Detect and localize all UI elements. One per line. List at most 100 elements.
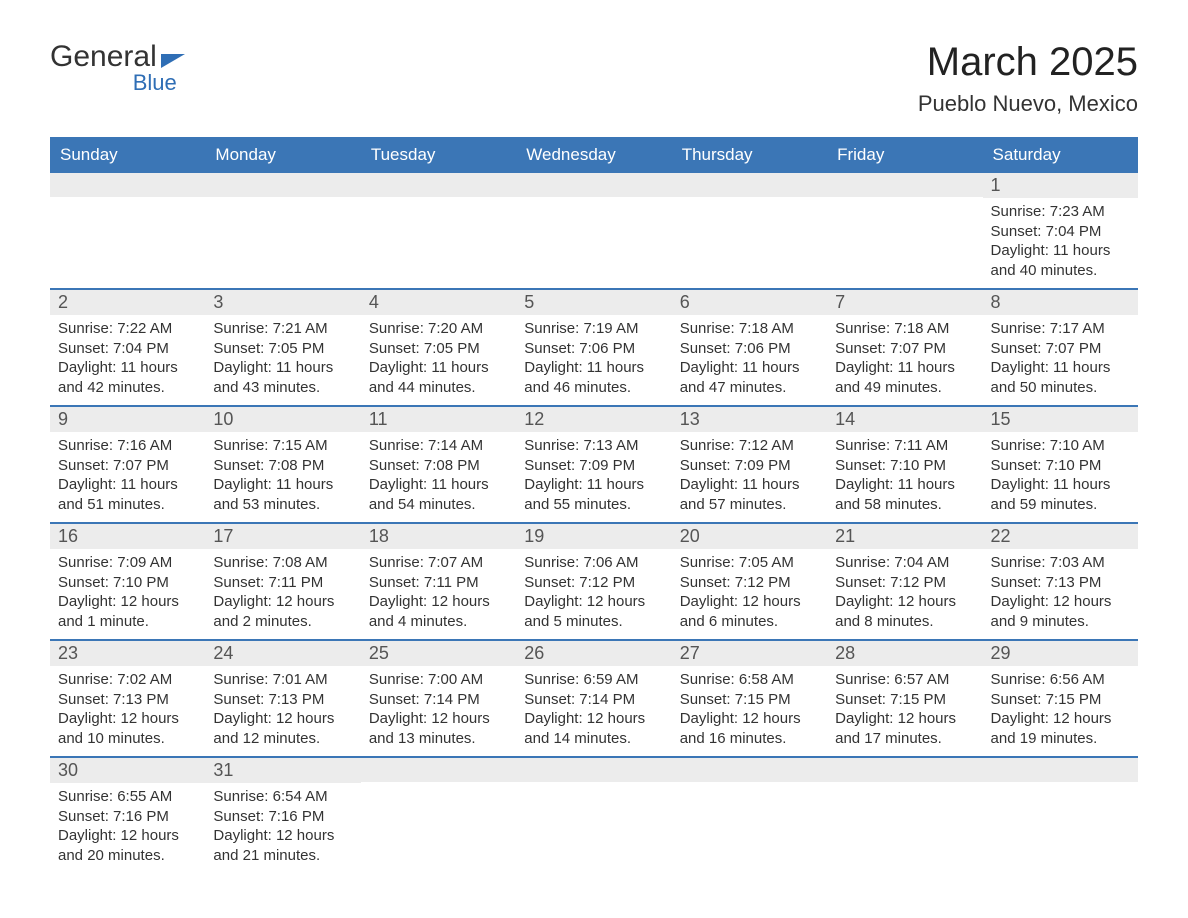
day-number: 19 [516,524,671,549]
day-details: Sunrise: 7:19 AMSunset: 7:06 PMDaylight:… [516,315,671,405]
sunrise-text: Sunrise: 7:11 AM [835,436,974,456]
calendar-day-cell [516,173,671,289]
day-number: 4 [361,290,516,315]
day-details: Sunrise: 7:13 AMSunset: 7:09 PMDaylight:… [516,432,671,522]
title-block: March 2025 Pueblo Nuevo, Mexico [918,40,1138,117]
day-details: Sunrise: 7:06 AMSunset: 7:12 PMDaylight:… [516,549,671,639]
day-number: 22 [983,524,1138,549]
month-title: March 2025 [918,40,1138,85]
sunrise-text: Sunrise: 6:58 AM [680,670,819,690]
day-number: 11 [361,407,516,432]
day-details: Sunrise: 7:15 AMSunset: 7:08 PMDaylight:… [205,432,360,522]
sunrise-text: Sunrise: 7:09 AM [58,553,197,573]
sunset-text: Sunset: 7:08 PM [369,456,508,476]
daylight-text: Daylight: 12 hours and 14 minutes. [524,709,663,748]
day-header: Friday [827,137,982,173]
sunset-text: Sunset: 7:13 PM [58,690,197,710]
day-details: Sunrise: 7:18 AMSunset: 7:06 PMDaylight:… [672,315,827,405]
day-number [516,758,671,782]
calendar-week-row: 1Sunrise: 7:23 AMSunset: 7:04 PMDaylight… [50,173,1138,289]
calendar-header-row: SundayMondayTuesdayWednesdayThursdayFrid… [50,137,1138,173]
calendar-week-row: 30Sunrise: 6:55 AMSunset: 7:16 PMDayligh… [50,757,1138,873]
sunrise-text: Sunrise: 7:14 AM [369,436,508,456]
daylight-text: Daylight: 12 hours and 19 minutes. [991,709,1130,748]
sunrise-text: Sunrise: 7:17 AM [991,319,1130,339]
sunrise-text: Sunrise: 7:18 AM [835,319,974,339]
daylight-text: Daylight: 11 hours and 51 minutes. [58,475,197,514]
sunset-text: Sunset: 7:14 PM [369,690,508,710]
daylight-text: Daylight: 11 hours and 49 minutes. [835,358,974,397]
calendar-day-cell: 22Sunrise: 7:03 AMSunset: 7:13 PMDayligh… [983,523,1138,640]
sunrise-text: Sunrise: 7:13 AM [524,436,663,456]
day-number [827,758,982,782]
sunrise-text: Sunrise: 7:12 AM [680,436,819,456]
day-details: Sunrise: 6:59 AMSunset: 7:14 PMDaylight:… [516,666,671,756]
day-number [827,173,982,197]
daylight-text: Daylight: 12 hours and 9 minutes. [991,592,1130,631]
day-number [361,173,516,197]
sunset-text: Sunset: 7:05 PM [369,339,508,359]
daylight-text: Daylight: 11 hours and 42 minutes. [58,358,197,397]
calendar-day-cell: 3Sunrise: 7:21 AMSunset: 7:05 PMDaylight… [205,289,360,406]
day-header: Saturday [983,137,1138,173]
day-details: Sunrise: 7:22 AMSunset: 7:04 PMDaylight:… [50,315,205,405]
day-number [672,173,827,197]
sunset-text: Sunset: 7:10 PM [58,573,197,593]
sunrise-text: Sunrise: 7:00 AM [369,670,508,690]
calendar-week-row: 9Sunrise: 7:16 AMSunset: 7:07 PMDaylight… [50,406,1138,523]
day-number: 9 [50,407,205,432]
day-header: Monday [205,137,360,173]
calendar-day-cell: 4Sunrise: 7:20 AMSunset: 7:05 PMDaylight… [361,289,516,406]
sunrise-text: Sunrise: 7:23 AM [991,202,1130,222]
sunrise-text: Sunrise: 7:21 AM [213,319,352,339]
day-details: Sunrise: 7:04 AMSunset: 7:12 PMDaylight:… [827,549,982,639]
sunrise-text: Sunrise: 6:59 AM [524,670,663,690]
daylight-text: Daylight: 11 hours and 53 minutes. [213,475,352,514]
daylight-text: Daylight: 11 hours and 55 minutes. [524,475,663,514]
daylight-text: Daylight: 12 hours and 17 minutes. [835,709,974,748]
daylight-text: Daylight: 11 hours and 50 minutes. [991,358,1130,397]
sunrise-text: Sunrise: 7:08 AM [213,553,352,573]
day-details: Sunrise: 7:23 AMSunset: 7:04 PMDaylight:… [983,198,1138,288]
calendar-day-cell: 18Sunrise: 7:07 AMSunset: 7:11 PMDayligh… [361,523,516,640]
calendar-day-cell: 15Sunrise: 7:10 AMSunset: 7:10 PMDayligh… [983,406,1138,523]
day-header: Wednesday [516,137,671,173]
day-number: 8 [983,290,1138,315]
day-header: Sunday [50,137,205,173]
calendar-day-cell: 7Sunrise: 7:18 AMSunset: 7:07 PMDaylight… [827,289,982,406]
sunset-text: Sunset: 7:10 PM [835,456,974,476]
sunset-text: Sunset: 7:04 PM [58,339,197,359]
day-details: Sunrise: 7:02 AMSunset: 7:13 PMDaylight:… [50,666,205,756]
sunrise-text: Sunrise: 7:10 AM [991,436,1130,456]
day-number [983,758,1138,782]
day-header: Tuesday [361,137,516,173]
day-details: Sunrise: 6:58 AMSunset: 7:15 PMDaylight:… [672,666,827,756]
sunrise-text: Sunrise: 7:20 AM [369,319,508,339]
sunset-text: Sunset: 7:12 PM [680,573,819,593]
day-header: Thursday [672,137,827,173]
sunrise-text: Sunrise: 7:07 AM [369,553,508,573]
calendar-day-cell: 8Sunrise: 7:17 AMSunset: 7:07 PMDaylight… [983,289,1138,406]
day-details: Sunrise: 7:05 AMSunset: 7:12 PMDaylight:… [672,549,827,639]
sunset-text: Sunset: 7:08 PM [213,456,352,476]
sunset-text: Sunset: 7:15 PM [680,690,819,710]
daylight-text: Daylight: 12 hours and 2 minutes. [213,592,352,631]
sunrise-text: Sunrise: 7:19 AM [524,319,663,339]
daylight-text: Daylight: 12 hours and 1 minute. [58,592,197,631]
calendar-day-cell: 12Sunrise: 7:13 AMSunset: 7:09 PMDayligh… [516,406,671,523]
day-details: Sunrise: 6:56 AMSunset: 7:15 PMDaylight:… [983,666,1138,756]
sunrise-text: Sunrise: 7:15 AM [213,436,352,456]
daylight-text: Daylight: 12 hours and 13 minutes. [369,709,508,748]
calendar-day-cell [672,173,827,289]
sunset-text: Sunset: 7:11 PM [213,573,352,593]
sunset-text: Sunset: 7:10 PM [991,456,1130,476]
sunset-text: Sunset: 7:07 PM [835,339,974,359]
calendar-day-cell: 23Sunrise: 7:02 AMSunset: 7:13 PMDayligh… [50,640,205,757]
calendar-day-cell [827,757,982,873]
day-details: Sunrise: 6:57 AMSunset: 7:15 PMDaylight:… [827,666,982,756]
calendar-day-cell: 10Sunrise: 7:15 AMSunset: 7:08 PMDayligh… [205,406,360,523]
sunset-text: Sunset: 7:12 PM [524,573,663,593]
calendar-day-cell: 25Sunrise: 7:00 AMSunset: 7:14 PMDayligh… [361,640,516,757]
day-details: Sunrise: 6:54 AMSunset: 7:16 PMDaylight:… [205,783,360,873]
calendar-day-cell: 6Sunrise: 7:18 AMSunset: 7:06 PMDaylight… [672,289,827,406]
